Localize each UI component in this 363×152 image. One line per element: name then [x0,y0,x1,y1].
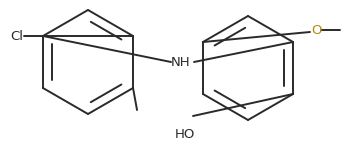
Text: HO: HO [175,128,195,141]
Text: Cl: Cl [10,29,23,43]
Text: NH: NH [171,55,191,69]
Text: O: O [311,24,321,36]
